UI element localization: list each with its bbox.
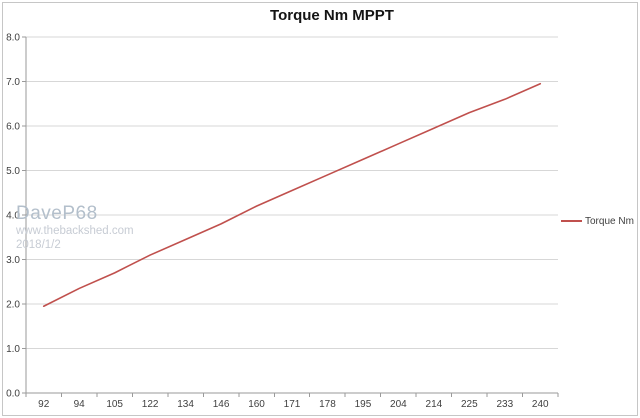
series-line-torque-nm bbox=[42, 82, 542, 308]
chart-title: Torque Nm MPPT bbox=[270, 7, 394, 24]
legend: Torque Nm bbox=[561, 214, 634, 228]
y-tick-label: 4.0 bbox=[6, 211, 20, 222]
x-tick-label: 240 bbox=[532, 399, 549, 410]
x-tick-label: 225 bbox=[461, 399, 478, 410]
x-tick-label: 146 bbox=[213, 399, 230, 410]
y-tick-label: 7.0 bbox=[6, 77, 20, 88]
x-tick-label: 160 bbox=[248, 399, 265, 410]
x-tick-label: 134 bbox=[177, 399, 194, 410]
y-tick-label: 0.0 bbox=[6, 389, 20, 400]
x-tick-label: 122 bbox=[142, 399, 159, 410]
y-tick-label: 5.0 bbox=[6, 166, 20, 177]
x-tick-label: 214 bbox=[426, 399, 443, 410]
y-tick-label: 3.0 bbox=[6, 255, 20, 266]
x-tick-label: 204 bbox=[390, 399, 407, 410]
y-tick-label: 6.0 bbox=[6, 122, 20, 133]
legend-line-sample bbox=[561, 220, 582, 222]
x-tick-label: 105 bbox=[106, 399, 123, 410]
x-tick-label: 94 bbox=[74, 399, 86, 410]
y-tick-label: 1.0 bbox=[6, 344, 20, 355]
x-tick-label: 171 bbox=[284, 399, 301, 410]
x-tick-label: 195 bbox=[355, 399, 372, 410]
x-tick-label: 178 bbox=[319, 399, 336, 410]
legend-label: Torque Nm bbox=[585, 215, 634, 227]
y-tick-label: 8.0 bbox=[6, 33, 20, 44]
x-tick-label: 92 bbox=[38, 399, 50, 410]
x-tick-label: 233 bbox=[496, 399, 513, 410]
y-tick-label: 2.0 bbox=[6, 300, 20, 311]
